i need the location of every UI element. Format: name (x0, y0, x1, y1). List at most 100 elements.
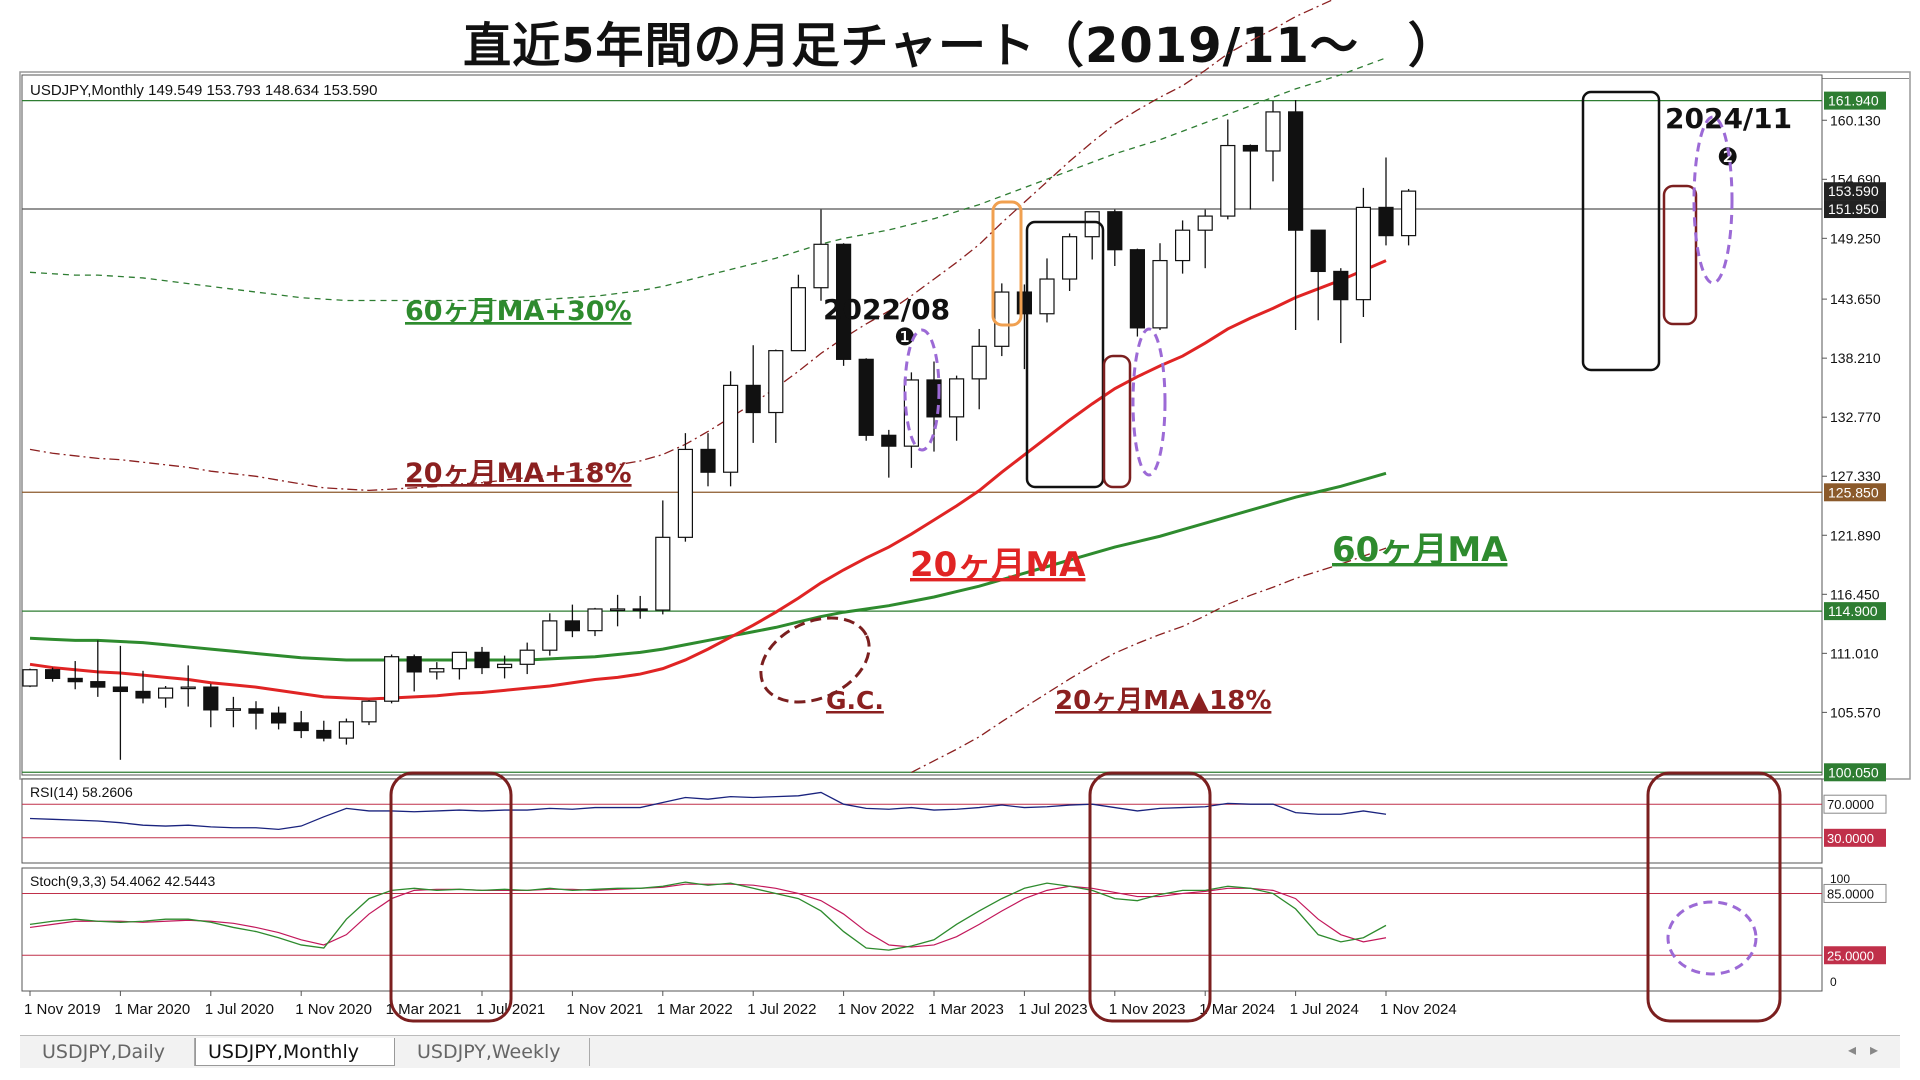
candle-bullish (971, 345, 987, 380)
candle-bearish (271, 712, 287, 724)
candle-bullish (1197, 215, 1213, 231)
price-tag-box (1824, 602, 1886, 621)
page-title: 直近5年間の月足チャート（2019/11～ ） (0, 6, 1920, 80)
candle-bullish (994, 291, 1010, 347)
rsi-plot-border (21, 778, 1823, 864)
label-ma20-minus18: 20ヶ月MA▲18% (1055, 686, 1271, 716)
label-gc: G.C. (826, 686, 884, 715)
candle-bearish (1310, 229, 1326, 273)
candle-bullish (609, 608, 626, 612)
ma20-plus18-line (29, 0, 1334, 492)
candle-bullish (361, 700, 377, 723)
candle-bullish (655, 536, 671, 611)
main-chart-header: USDJPY,Monthly 149.549 153.793 148.634 1… (30, 82, 378, 99)
candle-bearish (1107, 211, 1123, 251)
price-tag-box (1824, 763, 1886, 782)
chart-canvas: 160.130154.690149.250143.650138.210132.7… (19, 0, 1911, 1023)
x-tick-label: 1 Mar 2024 (1199, 1001, 1275, 1018)
candle-bearish (564, 620, 581, 632)
candle-bullish (813, 243, 829, 289)
candle-bullish (587, 608, 603, 632)
candle-bearish (406, 656, 422, 673)
stoch-main-line (29, 881, 1387, 951)
candle-bullish (451, 651, 467, 670)
y-tick-label: 160.130 (1830, 112, 1881, 128)
candle-bullish (338, 721, 354, 739)
x-tick-label: 1 Nov 2020 (295, 1001, 372, 1018)
candle-bullish (1174, 229, 1191, 262)
y-tick-label: 111.010 (1830, 645, 1879, 661)
candle-bearish (1378, 206, 1394, 237)
rsi-line (29, 791, 1387, 831)
stoch-signal-line (29, 883, 1387, 948)
candle-bearish (1242, 144, 1259, 152)
y-tick-label: 138.210 (1830, 350, 1881, 366)
tab-usdjpy-weekly[interactable]: USDJPY,Weekly (405, 1038, 590, 1066)
box-rsi-stoch-2020 (389, 771, 513, 1023)
candle-bearish (745, 384, 761, 414)
stoch-level-tag (1824, 946, 1886, 965)
candle-bearish (90, 681, 106, 688)
stoch-header: Stoch(9,3,3) 54.4062 42.5443 (30, 873, 215, 889)
tab-usdjpy-daily[interactable]: USDJPY,Daily (30, 1038, 195, 1066)
candle-bullish (948, 378, 965, 418)
x-tick-label: 1 Nov 2023 (1109, 1001, 1186, 1018)
page-title-text: 直近5年間の月足チャート（2019/11～ ） (455, 18, 1465, 80)
candle-bullish (768, 350, 784, 414)
candle-bearish (835, 243, 852, 360)
label-2024-11: 2024/11 (1665, 102, 1792, 135)
main-plot-border (21, 74, 1823, 776)
candle-bullish (1152, 259, 1168, 329)
ellipse-gc (759, 616, 871, 704)
stoch-level-label: 25.0000 (1827, 948, 1874, 963)
label-ma60-plus30: 60ヶ月MA+30% (405, 296, 632, 327)
stoch-axis-label: 0 (1830, 975, 1837, 989)
candle-bullish (722, 384, 739, 473)
candle-bullish (429, 668, 445, 673)
candle-bearish (248, 708, 264, 714)
candle-bearish (112, 686, 129, 693)
price-tag-box (1824, 91, 1886, 110)
x-tick-label: 1 Jul 2022 (747, 1001, 816, 1018)
candle-bearish (135, 690, 151, 699)
rsi-header: RSI(14) 58.2606 (30, 784, 133, 800)
candle-bearish (881, 434, 897, 447)
price-tag-label: 161.940 (1828, 93, 1879, 109)
ellipse-2022-08 (903, 328, 941, 452)
candle-bearish (700, 448, 716, 473)
candle-bullish (158, 687, 174, 699)
rsi-level-label: 70.0000 (1827, 797, 1874, 812)
candle-bullish (1220, 144, 1236, 217)
x-tick-label: 1 Jul 2021 (476, 1001, 545, 1018)
candle-bullish (1400, 190, 1417, 237)
ellipse-2024-11 (1692, 115, 1734, 285)
y-tick-label: 127.330 (1830, 468, 1881, 484)
rsi-level-label: 30.0000 (1827, 831, 1874, 846)
chart-tab-bar: USDJPY,Daily USDJPY,Monthly USDJPY,Weekl… (20, 1035, 1900, 1068)
y-tick-label: 149.250 (1830, 230, 1881, 246)
candle-bullish (790, 287, 807, 352)
y-tick-label: 132.770 (1830, 409, 1881, 425)
x-tick-label: 1 Nov 2021 (566, 1001, 643, 1018)
label-ma60: 60ヶ月MA (1332, 530, 1508, 570)
candle-bullish (384, 656, 400, 702)
price-tag-label: 153.590 (1828, 183, 1879, 199)
candle-bullish (519, 649, 535, 665)
ma20-minus18-line (911, 547, 1387, 773)
rsi-level-tag (1823, 794, 1887, 814)
highlights (389, 90, 1782, 1023)
label-ma20-plus18: 20ヶ月MA+18% (405, 458, 632, 489)
stoch-level-tag (1823, 883, 1887, 903)
candle-bullish (1084, 211, 1100, 238)
tab-scroll-arrows[interactable]: ◂▸ (1847, 1040, 1892, 1059)
tab-usdjpy-monthly[interactable]: USDJPY,Monthly (195, 1038, 395, 1066)
rsi-level-tag (1824, 828, 1886, 847)
x-tick-label: 1 Jul 2020 (205, 1001, 274, 1018)
price-tag-box (1824, 483, 1886, 502)
stoch-level-label: 85.0000 (1827, 886, 1874, 901)
x-tick-label: 1 Jul 2023 (1018, 1001, 1087, 1018)
candle-bearish (203, 686, 219, 711)
candle-bearish (858, 358, 874, 436)
box-2022-10-12 (1025, 220, 1105, 489)
ellipse-stoch-2024 (1666, 900, 1758, 976)
